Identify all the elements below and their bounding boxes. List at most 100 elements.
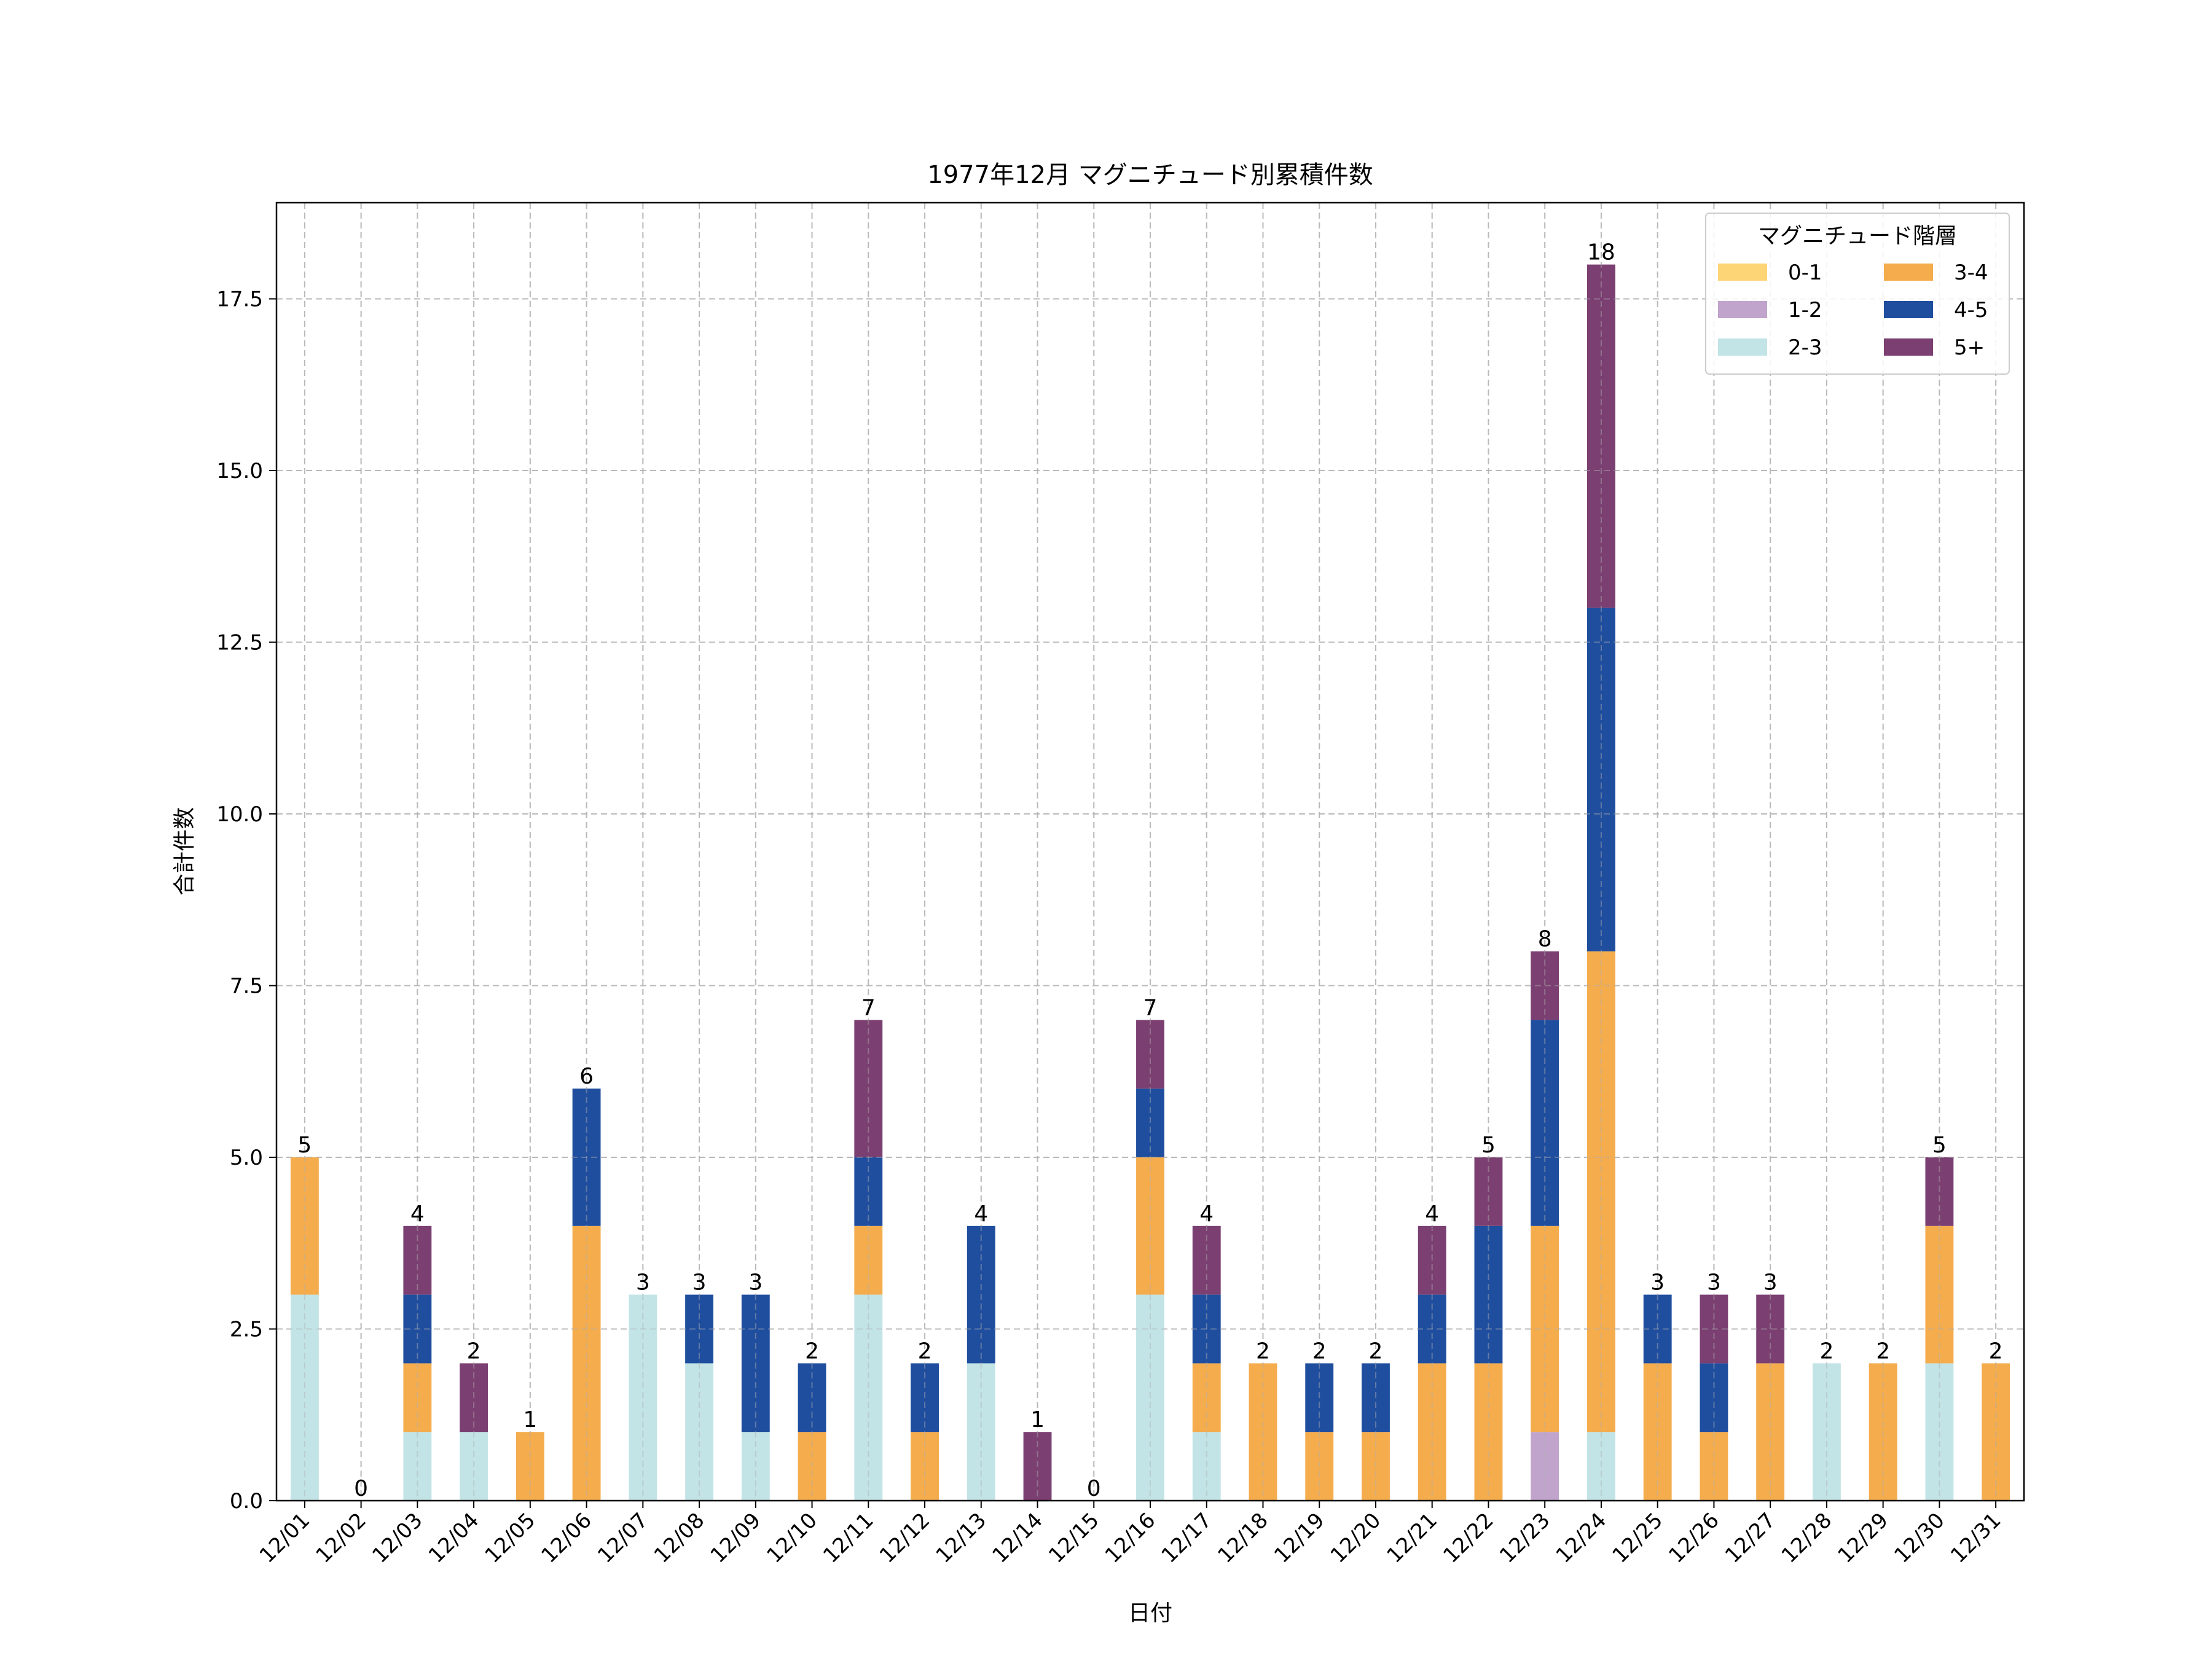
bar-segment (1700, 1363, 1728, 1432)
bar-total-label: 2 (1256, 1339, 1270, 1364)
y-tick-label: 17.5 (216, 287, 263, 312)
y-tick-label: 10.0 (216, 802, 263, 827)
bar-total-label: 5 (297, 1133, 312, 1158)
bar-segment (854, 1157, 883, 1226)
bar-total-label: 2 (1819, 1339, 1834, 1364)
y-axis-label: 合計件数 (172, 807, 197, 896)
bar-segment (403, 1225, 432, 1295)
bar-segment (1925, 1225, 1954, 1364)
bar-segment (1418, 1225, 1446, 1295)
bar-total-label: 5 (1932, 1133, 1947, 1158)
bar-segment (1362, 1432, 1390, 1501)
y-tick-label: 2.5 (230, 1318, 263, 1342)
bar-total-label: 0 (354, 1476, 368, 1501)
bar-segment (741, 1294, 770, 1432)
bar-segment (1982, 1363, 2010, 1501)
bar-total-label: 7 (1143, 995, 1158, 1020)
bar-segment (1531, 1432, 1559, 1501)
bar-segment (629, 1294, 657, 1501)
bar-segment (911, 1363, 939, 1432)
bar-segment (1531, 1225, 1559, 1432)
bar-segment (1587, 608, 1615, 952)
bar-segment (798, 1432, 826, 1501)
bar-segment (1812, 1363, 1841, 1501)
bar-segment (854, 1294, 883, 1501)
bar-segment (1192, 1225, 1221, 1295)
y-tick-label: 15.0 (216, 459, 263, 483)
bar-segment (1925, 1157, 1954, 1226)
legend-swatch (1718, 338, 1767, 356)
bar-total-label: 2 (467, 1339, 481, 1364)
bar-segment (1700, 1294, 1728, 1364)
bar-segment (1587, 264, 1615, 608)
bar-total-label: 6 (579, 1064, 594, 1089)
bar-segment (1305, 1363, 1334, 1432)
bar-total-label: 3 (748, 1270, 763, 1296)
bar-segment (967, 1363, 995, 1501)
legend-label: 0-1 (1788, 260, 1822, 285)
y-tick-label: 0.0 (230, 1489, 263, 1514)
bar-segment (1305, 1432, 1334, 1501)
legend-swatch (1718, 264, 1767, 281)
bar-segment (1474, 1157, 1503, 1226)
bar-segment (1136, 1088, 1164, 1158)
bar-segment (911, 1432, 939, 1501)
bar-total-label: 4 (1199, 1202, 1214, 1227)
bar-segment (1192, 1294, 1221, 1364)
bar-total-label: 4 (974, 1202, 988, 1227)
bar-segment (1192, 1363, 1221, 1432)
bar-total-label: 8 (1538, 927, 1552, 952)
x-axis-label: 日付 (1128, 1601, 1172, 1626)
bar-segment (1756, 1294, 1785, 1364)
bars (276, 203, 2024, 1501)
legend-label: 5+ (1954, 335, 1985, 360)
legend-box (1705, 213, 2010, 375)
bar-total-label: 7 (861, 995, 876, 1020)
bar-segment (290, 1157, 319, 1295)
bar-segment (403, 1294, 432, 1364)
bar-total-label: 1 (523, 1407, 537, 1432)
bar-segment (1925, 1363, 1954, 1501)
bar-segment (1869, 1363, 1897, 1501)
bar-segment (1643, 1363, 1672, 1501)
bar-segment (685, 1294, 713, 1364)
bar-segment (1531, 1020, 1559, 1226)
bar-total-label: 1 (1030, 1407, 1045, 1432)
y-tick-label: 12.5 (216, 631, 263, 655)
bar-segment (1474, 1225, 1503, 1364)
bar-total-label: 0 (1087, 1476, 1101, 1501)
legend: マグニチュード階層 0-1 1-2 2-3 3-4 4-5 5+ (1705, 213, 2010, 375)
bar-segment (516, 1432, 544, 1501)
bar-segment (460, 1432, 488, 1501)
bar-segment (1531, 951, 1559, 1020)
bar-segment (1136, 1020, 1164, 1089)
bar-segment (403, 1432, 432, 1501)
bar-segment (1700, 1432, 1728, 1501)
bar-total-label: 4 (410, 1202, 425, 1227)
bar-segment (798, 1363, 826, 1432)
bar-total-label: 3 (692, 1270, 707, 1296)
bar-segment (1136, 1294, 1164, 1501)
bar-segment (1418, 1363, 1446, 1501)
y-tick-label: 5.0 (230, 1146, 263, 1170)
legend-swatch (1884, 301, 1933, 318)
bar-segment (1756, 1363, 1785, 1501)
bar-total-label: 3 (636, 1270, 650, 1296)
bar-total-label: 2 (805, 1339, 819, 1364)
bar-total-label: 18 (1587, 240, 1615, 265)
legend-label: 3-4 (1954, 260, 1988, 285)
bar-segment (1362, 1363, 1390, 1432)
legend-swatch (1884, 264, 1933, 281)
bar-total-label: 2 (918, 1339, 932, 1364)
legend-swatch (1718, 301, 1767, 318)
bar-segment (685, 1363, 713, 1501)
bar-segment (1474, 1363, 1503, 1501)
legend-swatch (1884, 338, 1933, 356)
bar-segment (1587, 1432, 1615, 1501)
bar-total-label: 2 (1876, 1339, 1890, 1364)
legend-title: マグニチュード階層 (1758, 224, 1957, 249)
bar-segment (967, 1225, 995, 1364)
